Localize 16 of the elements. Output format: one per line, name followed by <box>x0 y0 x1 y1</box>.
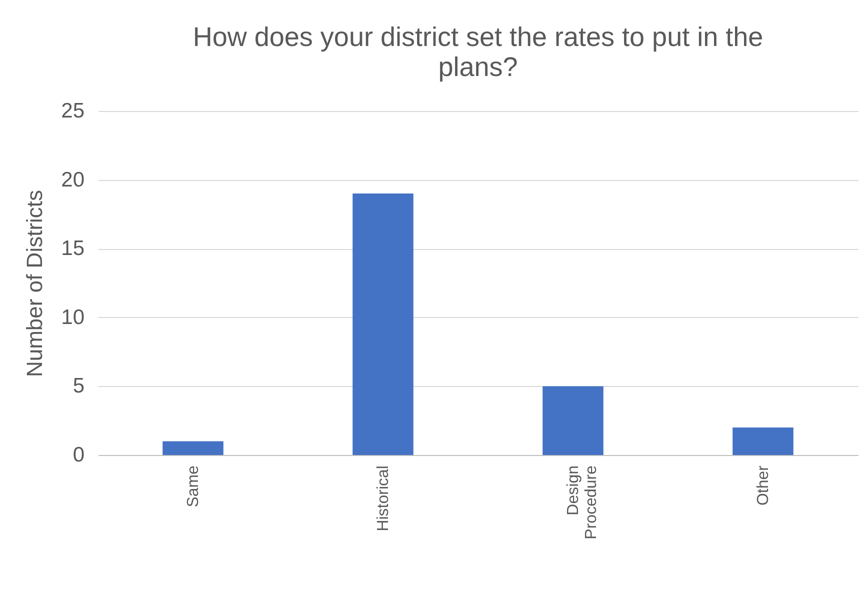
bar <box>732 427 794 455</box>
y-tick-label: 5 <box>72 374 84 398</box>
y-tick-label: 15 <box>61 237 84 260</box>
y-axis-title: Number of Districts <box>22 190 48 378</box>
x-tick-label: Same <box>185 465 202 508</box>
bar <box>352 194 414 455</box>
y-tick-label: 20 <box>61 168 84 192</box>
x-tick-label: Design Procedure <box>565 465 600 540</box>
x-tick-label: Other <box>755 464 772 506</box>
bar <box>542 386 604 455</box>
x-tick-label: Historical <box>375 466 392 532</box>
y-tick-label: 0 <box>72 444 84 466</box>
y-tick-label: 10 <box>61 306 84 329</box>
bar <box>162 441 224 455</box>
chart-title: How does your district set the rates to put in the plans? <box>192 22 764 82</box>
y-tick-label: 25 <box>61 100 84 122</box>
